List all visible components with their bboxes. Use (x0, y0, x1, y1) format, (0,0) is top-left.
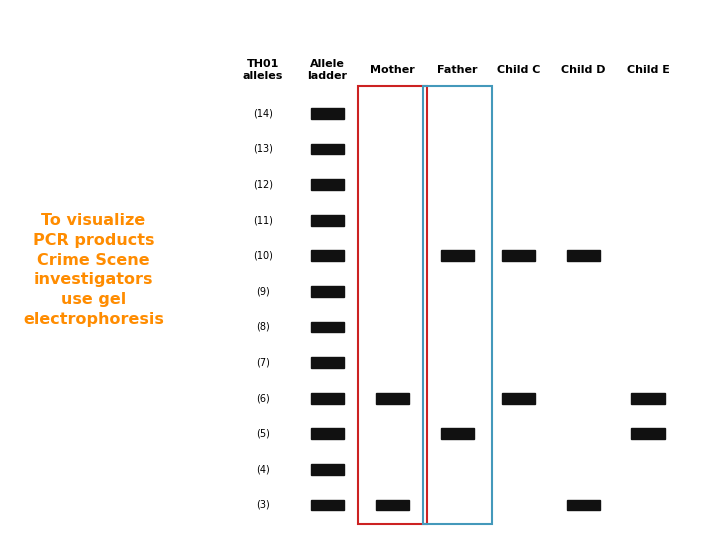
Bar (311, 251, 344, 261)
Bar (631, 428, 665, 439)
Bar (358, 86, 427, 524)
Bar (311, 286, 344, 297)
Bar (376, 500, 409, 510)
Text: (8): (8) (256, 322, 270, 332)
Text: (4): (4) (256, 464, 270, 474)
Text: (12): (12) (253, 180, 273, 190)
Bar (311, 357, 344, 368)
Bar (631, 393, 665, 403)
Bar (311, 500, 344, 510)
Text: Allele
ladder: Allele ladder (307, 59, 348, 82)
Bar (441, 251, 474, 261)
Bar (311, 144, 344, 154)
Bar (311, 321, 344, 332)
Text: (10): (10) (253, 251, 273, 261)
Text: (3): (3) (256, 500, 270, 510)
Text: (9): (9) (256, 286, 270, 296)
Bar (502, 251, 535, 261)
Text: Child C: Child C (497, 65, 540, 75)
Text: (6): (6) (256, 393, 270, 403)
Text: TH01
alleles: TH01 alleles (243, 59, 283, 82)
Bar (311, 215, 344, 226)
Bar (311, 179, 344, 190)
Text: (13): (13) (253, 144, 273, 154)
Bar (311, 464, 344, 475)
Bar (311, 393, 344, 403)
Bar (376, 393, 409, 403)
Text: Mother: Mother (370, 65, 415, 75)
Text: To visualize
PCR products
Crime Scene
investigators
use gel
electrophoresis: To visualize PCR products Crime Scene in… (23, 213, 164, 327)
Bar (441, 428, 474, 439)
Bar (567, 500, 600, 510)
Bar (311, 428, 344, 439)
Text: (7): (7) (256, 357, 270, 368)
Text: (11): (11) (253, 215, 273, 225)
Text: Father: Father (437, 65, 477, 75)
Text: (5): (5) (256, 429, 270, 438)
Bar (567, 251, 600, 261)
Text: Child E: Child E (626, 65, 670, 75)
Text: (14): (14) (253, 109, 273, 118)
Text: Child D: Child D (561, 65, 606, 75)
Bar (311, 108, 344, 119)
Bar (502, 393, 535, 403)
Bar (423, 86, 492, 524)
